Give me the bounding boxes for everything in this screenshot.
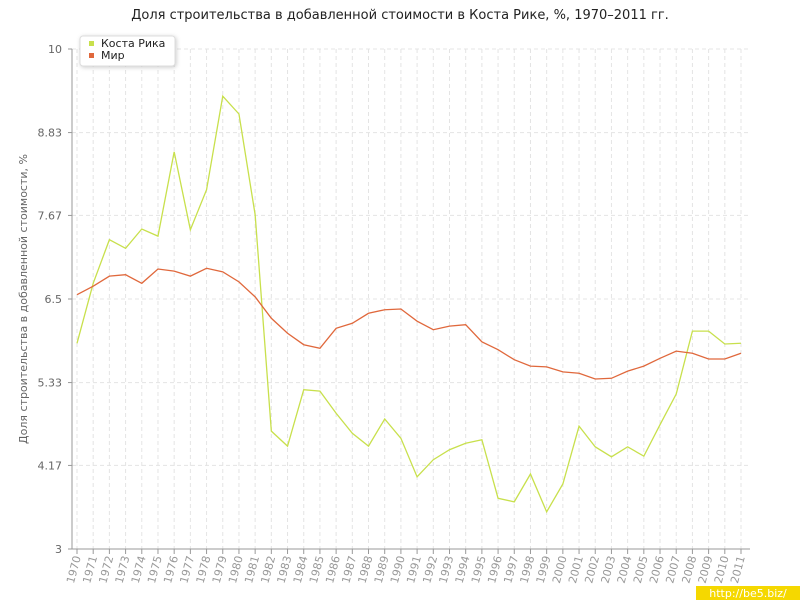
y-tick-label: 5.33 — [38, 377, 63, 390]
legend-label: Мир — [101, 49, 125, 62]
legend-swatch — [89, 53, 94, 58]
legend-swatch — [89, 41, 94, 46]
chart-title: Доля строительства в добавленной стоимос… — [131, 8, 669, 23]
series-line — [76, 94, 742, 514]
y-axis-label: Доля строительства в добавленной стоимос… — [17, 154, 30, 444]
legend-box — [79, 35, 176, 67]
y-tick-label: 7.67 — [38, 209, 63, 222]
watermark: http://be5.biz/ — [709, 587, 787, 600]
y-tick-label: 8.83 — [38, 127, 63, 140]
watermark-bg — [696, 586, 800, 600]
series-line — [76, 267, 742, 380]
y-tick-label: 6.5 — [45, 293, 63, 306]
y-tick-label: 3 — [55, 543, 62, 556]
y-tick-label: 10 — [48, 43, 62, 56]
y-tick-label: 4.17 — [38, 459, 63, 472]
legend-label: Коста Рика — [101, 37, 165, 50]
